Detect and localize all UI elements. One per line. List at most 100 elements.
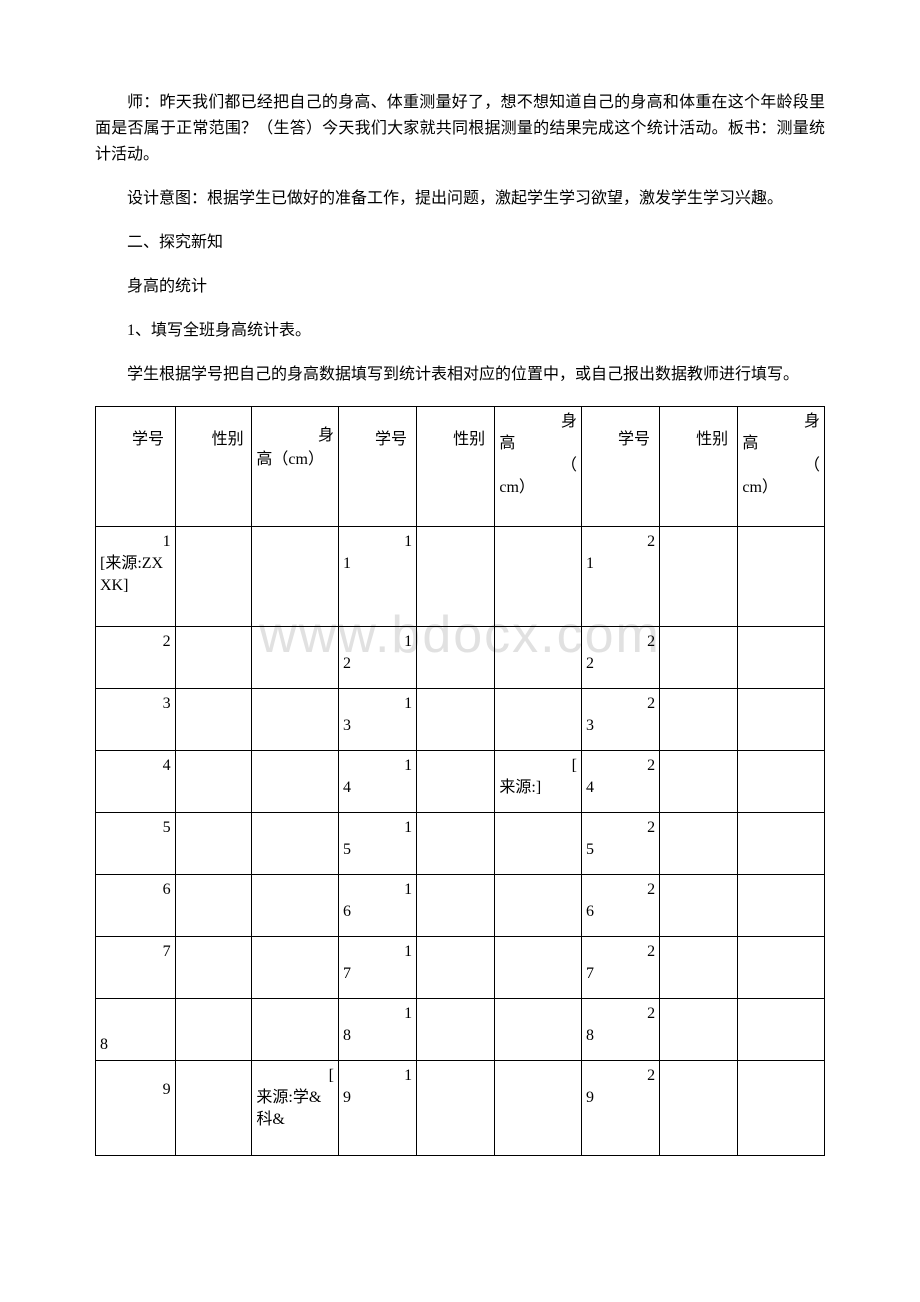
cell-id: 21 [581, 527, 659, 627]
cell-sex [660, 751, 738, 813]
header-sex-3: 性别 [660, 407, 738, 527]
header-sex-2: 性别 [417, 407, 495, 527]
cell-height [252, 751, 339, 813]
cell-sex [175, 1061, 252, 1156]
cell-id: 27 [581, 937, 659, 999]
cell-sex [660, 689, 738, 751]
table-row: 1[来源:ZXXK] 11 21 [96, 527, 825, 627]
cell-id: 5 [96, 813, 176, 875]
table-row: 9 [来源:学&科& 19 29 [96, 1061, 825, 1156]
cell-sex [175, 751, 252, 813]
cell-sex [175, 937, 252, 999]
header-height-1: 身高（cm） [252, 407, 339, 527]
cell-sex [660, 627, 738, 689]
cell-id: 9 [96, 1061, 176, 1156]
cell-id: 8 [96, 999, 176, 1061]
cell-height [738, 875, 825, 937]
cell-height [495, 627, 582, 689]
paragraph-4: 身高的统计 [95, 274, 825, 300]
cell-id: 7 [96, 937, 176, 999]
table-row: 8 18 28 [96, 999, 825, 1061]
cell-height [495, 1061, 582, 1156]
cell-id: 25 [581, 813, 659, 875]
cell-height [495, 689, 582, 751]
cell-height [495, 937, 582, 999]
paragraph-3: 二、探究新知 [95, 230, 825, 256]
cell-height: [[来源:]来源:] [495, 751, 582, 813]
cell-sex [417, 813, 495, 875]
cell-sex [417, 627, 495, 689]
cell-sex [417, 751, 495, 813]
table-header-row: 学号 性别 身高（cm） 学号 性别 身高（cm） 学号 性别 身高（cm） [96, 407, 825, 527]
cell-sex [660, 937, 738, 999]
cell-id: 13 [338, 689, 416, 751]
cell-sex [175, 689, 252, 751]
cell-height [252, 813, 339, 875]
paragraph-1: 师：昨天我们都已经把自己的身高、体重测量好了，想不想知道自己的身高和体重在这个年… [95, 90, 825, 168]
header-height-2: 身高（cm） [495, 407, 582, 527]
cell-id: 26 [581, 875, 659, 937]
cell-height [252, 937, 339, 999]
header-student-id-2: 学号 [338, 407, 416, 527]
cell-height [495, 813, 582, 875]
cell-id: 16 [338, 875, 416, 937]
table-row: 7 17 27 [96, 937, 825, 999]
cell-sex [660, 813, 738, 875]
cell-height [738, 689, 825, 751]
cell-sex [660, 875, 738, 937]
height-statistics-table: 学号 性别 身高（cm） 学号 性别 身高（cm） 学号 性别 身高（cm） 1… [95, 406, 825, 1156]
table-row: 3 13 23 [96, 689, 825, 751]
cell-height [252, 689, 339, 751]
cell-sex [417, 1061, 495, 1156]
cell-height [252, 875, 339, 937]
cell-height [738, 527, 825, 627]
cell-id: 6 [96, 875, 176, 937]
cell-height [495, 875, 582, 937]
cell-id: 23 [581, 689, 659, 751]
table-row: 4 14 [[来源:]来源:] 24 [96, 751, 825, 813]
cell-id: 14 [338, 751, 416, 813]
header-student-id-3: 学号 [581, 407, 659, 527]
cell-height [738, 751, 825, 813]
cell-id: 18 [338, 999, 416, 1061]
cell-id: 28 [581, 999, 659, 1061]
cell-sex [175, 527, 252, 627]
cell-height [495, 999, 582, 1061]
cell-sex [417, 937, 495, 999]
cell-id: 1[来源:ZXXK] [96, 527, 176, 627]
header-sex-1: 性别 [175, 407, 252, 527]
table-row: 2 12 22 [96, 627, 825, 689]
cell-id: 29 [581, 1061, 659, 1156]
cell-height: [来源:学&科& [252, 1061, 339, 1156]
header-height-3: 身高（cm） [738, 407, 825, 527]
cell-id: 22 [581, 627, 659, 689]
cell-sex [417, 689, 495, 751]
table-row: 6 16 26 [96, 875, 825, 937]
cell-height [252, 527, 339, 627]
cell-id: 19 [338, 1061, 416, 1156]
cell-id: 12 [338, 627, 416, 689]
cell-sex [417, 875, 495, 937]
paragraph-2: 设计意图：根据学生已做好的准备工作，提出问题，激起学生学习欲望，激发学生学习兴趣… [95, 186, 825, 212]
cell-height [495, 527, 582, 627]
cell-id: 3 [96, 689, 176, 751]
cell-sex [417, 527, 495, 627]
table-row: 5 15 25 [96, 813, 825, 875]
cell-height [738, 627, 825, 689]
cell-height [738, 999, 825, 1061]
cell-sex [417, 999, 495, 1061]
cell-sex [175, 999, 252, 1061]
cell-id: 4 [96, 751, 176, 813]
header-student-id-1: 学号 [96, 407, 176, 527]
cell-sex [660, 1061, 738, 1156]
cell-id: 24 [581, 751, 659, 813]
cell-id: 15 [338, 813, 416, 875]
cell-id: 17 [338, 937, 416, 999]
cell-id: 2 [96, 627, 176, 689]
cell-sex [175, 813, 252, 875]
cell-sex [175, 875, 252, 937]
paragraph-6: 学生根据学号把自己的身高数据填写到统计表相对应的位置中，或自己报出数据教师进行填… [95, 362, 825, 388]
cell-height [738, 1061, 825, 1156]
cell-height [738, 937, 825, 999]
cell-sex [660, 527, 738, 627]
